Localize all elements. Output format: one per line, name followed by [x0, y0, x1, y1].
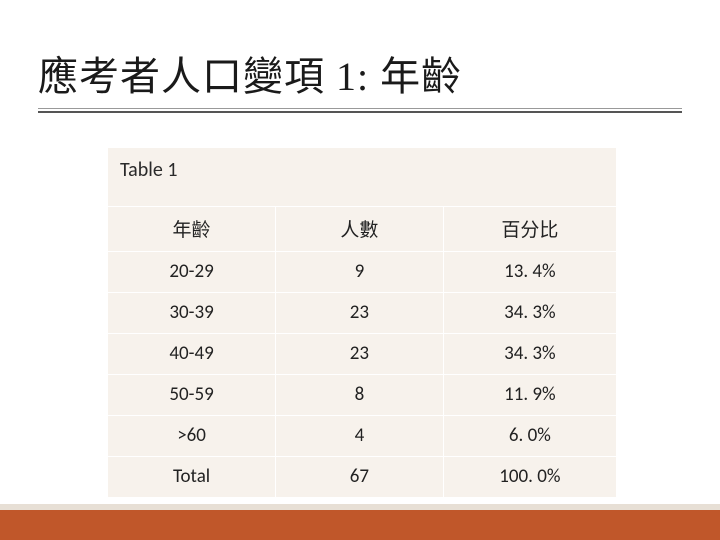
cell-pct: 34. 3% — [443, 293, 616, 334]
page-title: 應考者人口變項 1: 年齡 — [38, 44, 682, 102]
footer-accent-bar — [0, 510, 720, 540]
cell-age: 50-59 — [108, 375, 276, 416]
title-rule-thin — [38, 108, 682, 109]
table-row: 40-49 23 34. 3% — [108, 334, 616, 375]
table-row: 30-39 23 34. 3% — [108, 293, 616, 334]
table-container: Table 1 年齡 人數 百分比 20-29 9 13. 4% — [108, 148, 616, 497]
slide: 應考者人口變項 1: 年齡 Table 1 年齡 人數 百分比 20-29 — [0, 0, 720, 540]
cell-count: 4 — [276, 416, 444, 457]
cell-count: 67 — [276, 457, 444, 498]
cell-age: 30-39 — [108, 293, 276, 334]
col-count: 人數 — [276, 207, 444, 252]
age-table: 年齡 人數 百分比 20-29 9 13. 4% 30-39 23 34. 3%… — [108, 206, 616, 497]
table-header-row: 年齡 人數 百分比 — [108, 207, 616, 252]
table-caption: Table 1 — [108, 148, 616, 206]
cell-count: 23 — [276, 293, 444, 334]
col-pct: 百分比 — [443, 207, 616, 252]
col-age: 年齡 — [108, 207, 276, 252]
cell-count: 23 — [276, 334, 444, 375]
title-rule-thick — [38, 111, 682, 113]
cell-count: 8 — [276, 375, 444, 416]
cell-pct: 6. 0% — [443, 416, 616, 457]
title-block: 應考者人口變項 1: 年齡 — [38, 44, 682, 113]
cell-pct: 13. 4% — [443, 252, 616, 293]
table-row: 50-59 8 11. 9% — [108, 375, 616, 416]
cell-age: >60 — [108, 416, 276, 457]
table-row: Total 67 100. 0% — [108, 457, 616, 498]
cell-age: Total — [108, 457, 276, 498]
cell-age: 40-49 — [108, 334, 276, 375]
cell-pct: 34. 3% — [443, 334, 616, 375]
cell-age: 20-29 — [108, 252, 276, 293]
table-row: 20-29 9 13. 4% — [108, 252, 616, 293]
table-row: >60 4 6. 0% — [108, 416, 616, 457]
cell-pct: 100. 0% — [443, 457, 616, 498]
cell-count: 9 — [276, 252, 444, 293]
cell-pct: 11. 9% — [443, 375, 616, 416]
